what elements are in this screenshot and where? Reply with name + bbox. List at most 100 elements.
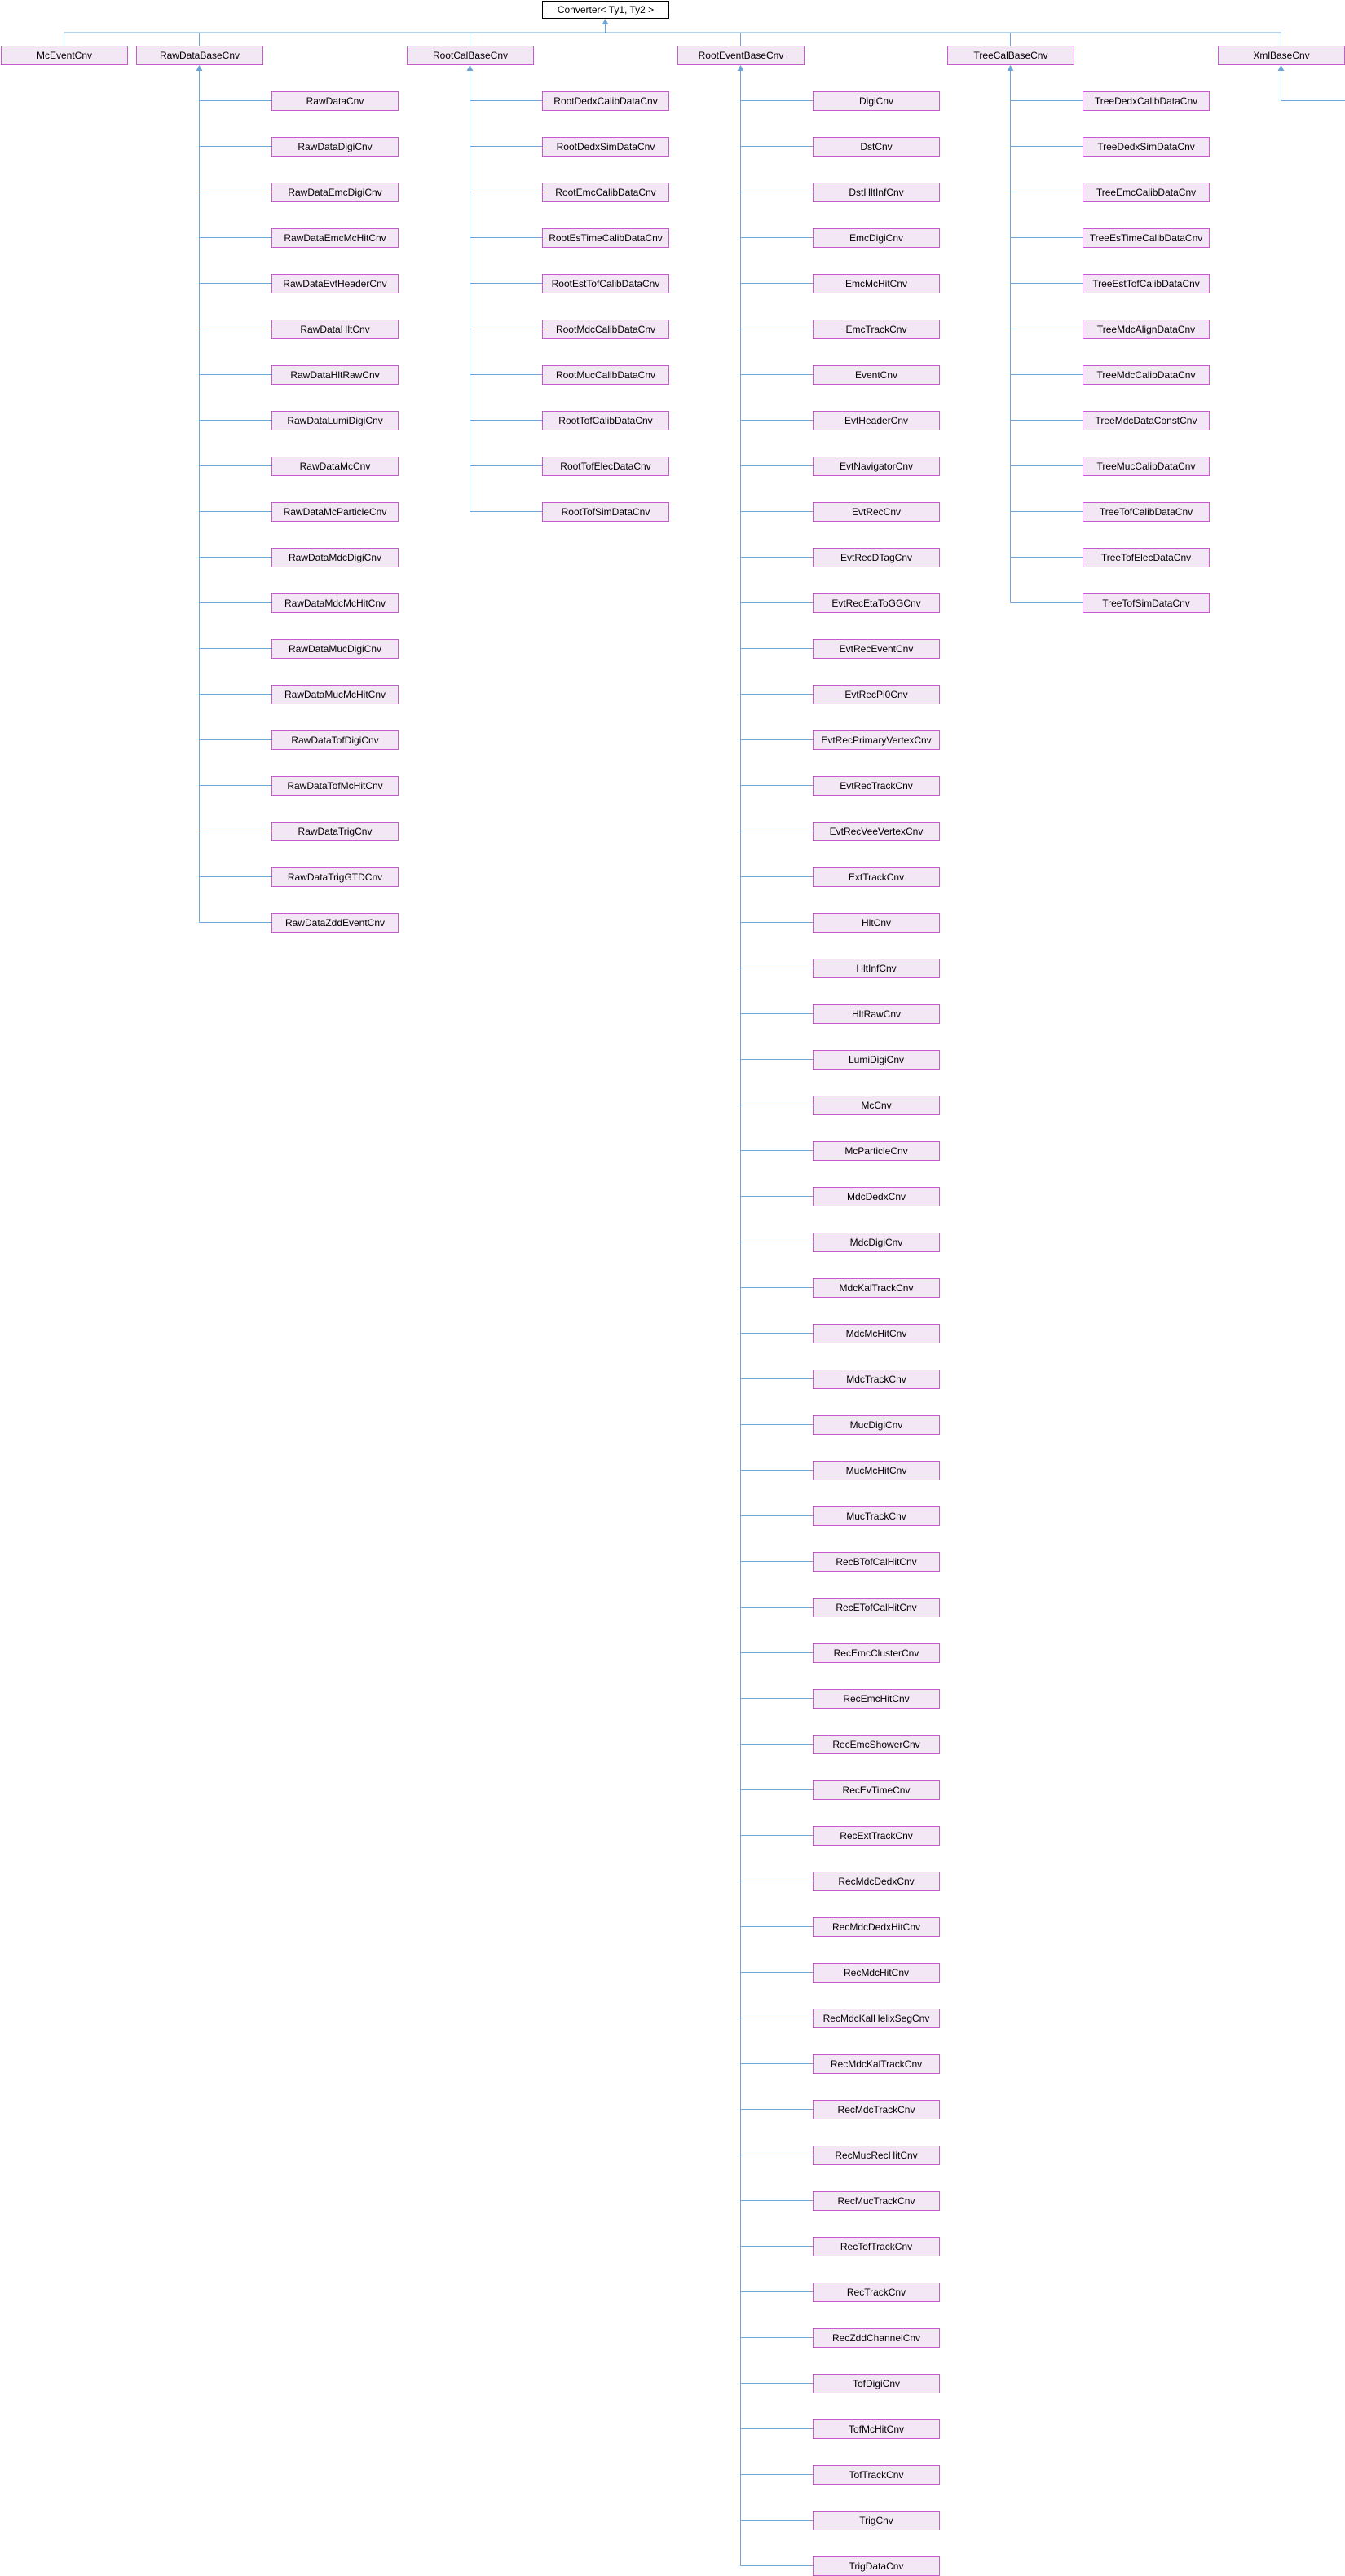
class-node-tree-tof-elec-data-cnv[interactable]: TreeTofElecDataCnv [1083,548,1210,567]
class-node-raw-data-zdd-event-cnv[interactable]: RawDataZddEventCnv [271,913,399,933]
class-node-raw-data-trig-gtdcnv[interactable]: RawDataTrigGTDCnv [271,867,399,887]
class-node-root-event-base-cnv[interactable]: RootEventBaseCnv [677,46,805,65]
class-node-root-cal-base-cnv[interactable]: RootCalBaseCnv [407,46,534,65]
class-node-raw-data-tof-mc-hit-cnv[interactable]: RawDataTofMcHitCnv [271,776,399,796]
class-node-evt-rec-pi0-cnv[interactable]: EvtRecPi0Cnv [813,685,940,704]
class-node-tree-mdc-align-data-cnv[interactable]: TreeMdcAlignDataCnv [1083,320,1210,339]
class-node-tree-tof-calib-data-cnv[interactable]: TreeTofCalibDataCnv [1083,502,1210,522]
class-node-rec-ext-track-cnv[interactable]: RecExtTrackCnv [813,1826,940,1846]
class-node-rec-emc-hit-cnv[interactable]: RecEmcHitCnv [813,1689,940,1709]
class-node-xml-base-cnv[interactable]: XmlBaseCnv [1218,46,1345,65]
class-node-rec-etof-cal-hit-cnv[interactable]: RecETofCalHitCnv [813,1598,940,1617]
class-node-evt-header-cnv[interactable]: EvtHeaderCnv [813,411,940,430]
class-node-rec-tof-track-cnv[interactable]: RecTofTrackCnv [813,2237,940,2256]
class-node-root-tof-sim-data-cnv[interactable]: RootTofSimDataCnv [542,502,669,522]
class-node-root-tof-calib-data-cnv[interactable]: RootTofCalibDataCnv [542,411,669,430]
class-node-rec-mdc-kal-track-cnv[interactable]: RecMdcKalTrackCnv [813,2054,940,2074]
class-node-tree-mdc-data-const-cnv[interactable]: TreeMdcDataConstCnv [1083,411,1210,430]
class-node-hlt-cnv[interactable]: HltCnv [813,913,940,933]
class-node-dst-hlt-inf-cnv[interactable]: DstHltInfCnv [813,183,940,202]
class-node-mc-event-cnv[interactable]: McEventCnv [1,46,128,65]
class-node-rec-emc-cluster-cnv[interactable]: RecEmcClusterCnv [813,1643,940,1663]
class-node-tof-mc-hit-cnv[interactable]: TofMcHitCnv [813,2419,940,2439]
class-node-evt-rec-event-cnv[interactable]: EvtRecEventCnv [813,639,940,659]
class-node-event-cnv[interactable]: EventCnv [813,365,940,385]
class-node-evt-rec-primary-vertex-cnv[interactable]: EvtRecPrimaryVertexCnv [813,730,940,750]
class-node-raw-data-hlt-raw-cnv[interactable]: RawDataHltRawCnv [271,365,399,385]
root-class-converter-ty1-ty2[interactable]: Converter< Ty1, Ty2 > [542,1,669,19]
class-node-rec-mdc-hit-cnv[interactable]: RecMdcHitCnv [813,1963,940,1983]
class-node-rec-track-cnv[interactable]: RecTrackCnv [813,2283,940,2302]
class-node-rec-muc-rec-hit-cnv[interactable]: RecMucRecHitCnv [813,2146,940,2165]
class-node-tree-tof-sim-data-cnv[interactable]: TreeTofSimDataCnv [1083,593,1210,613]
class-node-mdc-dedx-cnv[interactable]: MdcDedxCnv [813,1187,940,1206]
class-node-mc-particle-cnv[interactable]: McParticleCnv [813,1141,940,1161]
class-node-rec-muc-track-cnv[interactable]: RecMucTrackCnv [813,2191,940,2211]
class-node-tree-muc-calib-data-cnv[interactable]: TreeMucCalibDataCnv [1083,457,1210,476]
class-node-lumi-digi-cnv[interactable]: LumiDigiCnv [813,1050,940,1070]
class-node-evt-rec-track-cnv[interactable]: EvtRecTrackCnv [813,776,940,796]
class-node-digi-cnv[interactable]: DigiCnv [813,91,940,111]
class-node-tof-digi-cnv[interactable]: TofDigiCnv [813,2374,940,2393]
class-node-root-est-tof-calib-data-cnv[interactable]: RootEstTofCalibDataCnv [542,274,669,293]
class-node-tree-es-time-calib-data-cnv[interactable]: TreeEsTimeCalibDataCnv [1083,228,1210,248]
class-node-root-mdc-calib-data-cnv[interactable]: RootMdcCalibDataCnv [542,320,669,339]
class-node-root-dedx-sim-data-cnv[interactable]: RootDedxSimDataCnv [542,137,669,157]
class-node-root-emc-calib-data-cnv[interactable]: RootEmcCalibDataCnv [542,183,669,202]
class-node-emc-digi-cnv[interactable]: EmcDigiCnv [813,228,940,248]
class-node-rec-mdc-dedx-cnv[interactable]: RecMdcDedxCnv [813,1872,940,1891]
class-node-tree-dedx-sim-data-cnv[interactable]: TreeDedxSimDataCnv [1083,137,1210,157]
class-node-tof-track-cnv[interactable]: TofTrackCnv [813,2465,940,2485]
class-node-mdc-track-cnv[interactable]: MdcTrackCnv [813,1370,940,1389]
class-node-rec-ev-time-cnv[interactable]: RecEvTimeCnv [813,1780,940,1800]
class-node-raw-data-mc-particle-cnv[interactable]: RawDataMcParticleCnv [271,502,399,522]
class-node-raw-data-mc-cnv[interactable]: RawDataMcCnv [271,457,399,476]
class-node-mdc-kal-track-cnv[interactable]: MdcKalTrackCnv [813,1278,940,1298]
class-node-tree-est-tof-calib-data-cnv[interactable]: TreeEstTofCalibDataCnv [1083,274,1210,293]
class-node-evt-rec-cnv[interactable]: EvtRecCnv [813,502,940,522]
class-node-mdc-digi-cnv[interactable]: MdcDigiCnv [813,1233,940,1252]
class-node-raw-data-muc-mc-hit-cnv[interactable]: RawDataMucMcHitCnv [271,685,399,704]
class-node-root-dedx-calib-data-cnv[interactable]: RootDedxCalibDataCnv [542,91,669,111]
class-node-evt-navigator-cnv[interactable]: EvtNavigatorCnv [813,457,940,476]
class-node-hlt-raw-cnv[interactable]: HltRawCnv [813,1004,940,1024]
class-node-tree-cal-base-cnv[interactable]: TreeCalBaseCnv [947,46,1074,65]
class-node-mc-cnv[interactable]: McCnv [813,1096,940,1115]
class-node-root-muc-calib-data-cnv[interactable]: RootMucCalibDataCnv [542,365,669,385]
class-node-mdc-mc-hit-cnv[interactable]: MdcMcHitCnv [813,1324,940,1343]
class-node-trig-cnv[interactable]: TrigCnv [813,2511,940,2530]
class-node-raw-data-tof-digi-cnv[interactable]: RawDataTofDigiCnv [271,730,399,750]
class-node-raw-data-mdc-mc-hit-cnv[interactable]: RawDataMdcMcHitCnv [271,593,399,613]
class-node-raw-data-evt-header-cnv[interactable]: RawDataEvtHeaderCnv [271,274,399,293]
class-node-evt-rec-vee-vertex-cnv[interactable]: EvtRecVeeVertexCnv [813,822,940,841]
class-node-tree-mdc-calib-data-cnv[interactable]: TreeMdcCalibDataCnv [1083,365,1210,385]
class-node-raw-data-emc-digi-cnv[interactable]: RawDataEmcDigiCnv [271,183,399,202]
class-node-tree-dedx-calib-data-cnv[interactable]: TreeDedxCalibDataCnv [1083,91,1210,111]
class-node-raw-data-hlt-cnv[interactable]: RawDataHltCnv [271,320,399,339]
class-node-raw-data-base-cnv[interactable]: RawDataBaseCnv [136,46,263,65]
class-node-evt-rec-dtag-cnv[interactable]: EvtRecDTagCnv [813,548,940,567]
class-node-emc-track-cnv[interactable]: EmcTrackCnv [813,320,940,339]
class-node-raw-data-mdc-digi-cnv[interactable]: RawDataMdcDigiCnv [271,548,399,567]
class-node-muc-digi-cnv[interactable]: MucDigiCnv [813,1415,940,1435]
class-node-raw-data-digi-cnv[interactable]: RawDataDigiCnv [271,137,399,157]
class-node-emc-mc-hit-cnv[interactable]: EmcMcHitCnv [813,274,940,293]
class-node-rec-btof-cal-hit-cnv[interactable]: RecBTofCalHitCnv [813,1552,940,1572]
class-node-raw-data-muc-digi-cnv[interactable]: RawDataMucDigiCnv [271,639,399,659]
class-node-raw-data-lumi-digi-cnv[interactable]: RawDataLumiDigiCnv [271,411,399,430]
class-node-raw-data-trig-cnv[interactable]: RawDataTrigCnv [271,822,399,841]
class-node-hlt-inf-cnv[interactable]: HltInfCnv [813,959,940,978]
class-node-muc-mc-hit-cnv[interactable]: MucMcHitCnv [813,1461,940,1480]
class-node-rec-emc-shower-cnv[interactable]: RecEmcShowerCnv [813,1735,940,1754]
class-node-root-es-time-calib-data-cnv[interactable]: RootEsTimeCalibDataCnv [542,228,669,248]
class-node-muc-track-cnv[interactable]: MucTrackCnv [813,1506,940,1526]
class-node-rec-mdc-dedx-hit-cnv[interactable]: RecMdcDedxHitCnv [813,1917,940,1937]
class-node-root-tof-elec-data-cnv[interactable]: RootTofElecDataCnv [542,457,669,476]
class-node-tree-emc-calib-data-cnv[interactable]: TreeEmcCalibDataCnv [1083,183,1210,202]
class-node-dst-cnv[interactable]: DstCnv [813,137,940,157]
class-node-evt-rec-eta-to-ggcnv[interactable]: EvtRecEtaToGGCnv [813,593,940,613]
class-node-rec-zdd-channel-cnv[interactable]: RecZddChannelCnv [813,2328,940,2348]
class-node-rec-mdc-track-cnv[interactable]: RecMdcTrackCnv [813,2100,940,2119]
class-node-ext-track-cnv[interactable]: ExtTrackCnv [813,867,940,887]
class-node-raw-data-cnv[interactable]: RawDataCnv [271,91,399,111]
